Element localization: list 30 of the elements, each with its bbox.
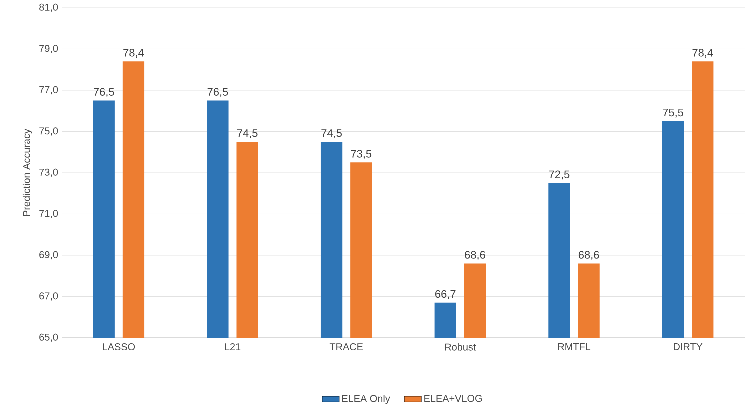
x-tick-label: Robust: [445, 344, 476, 351]
x-tick-label: LASSO: [103, 344, 136, 351]
data-label: 72,5: [549, 170, 570, 180]
y-tick-label: 69,0: [40, 252, 58, 260]
x-tick-label: L21: [225, 344, 241, 351]
data-label: 78,4: [124, 49, 144, 58]
data-label: 78,4: [692, 49, 714, 58]
y-tick-label: 77,0: [40, 86, 58, 95]
y-tick-label: 81,0: [40, 4, 58, 12]
y-tick-label: 65,0: [40, 334, 58, 342]
data-label: 74,5: [322, 130, 342, 139]
y-tick-label: 75,0: [40, 128, 58, 136]
y-tick-label: 79,0: [40, 45, 58, 54]
legend-label: ELEA Only: [342, 395, 390, 404]
data-label: 68,6: [578, 251, 600, 260]
y-tick-label: 73,0: [40, 169, 58, 178]
data-label: 66,7: [436, 290, 456, 300]
data-label: 73,5: [351, 150, 372, 160]
data-label: 74,5: [237, 130, 258, 139]
legend-label: ELEA+VLOG: [424, 395, 482, 402]
data-label: 68,6: [465, 251, 486, 260]
y-tick-label: 67,0: [40, 292, 58, 302]
data-label: 75,5: [663, 109, 684, 118]
x-tick-label: RMTFL: [558, 344, 591, 351]
y-tick-label: 71,0: [40, 210, 58, 219]
data-label: 76,5: [94, 88, 114, 98]
data-label: 76,5: [208, 88, 228, 98]
y-axis-title: Prediction Accuracy: [22, 129, 32, 216]
x-tick-label: DIRTY: [674, 344, 703, 351]
x-tick-label: TRACE: [330, 344, 364, 351]
